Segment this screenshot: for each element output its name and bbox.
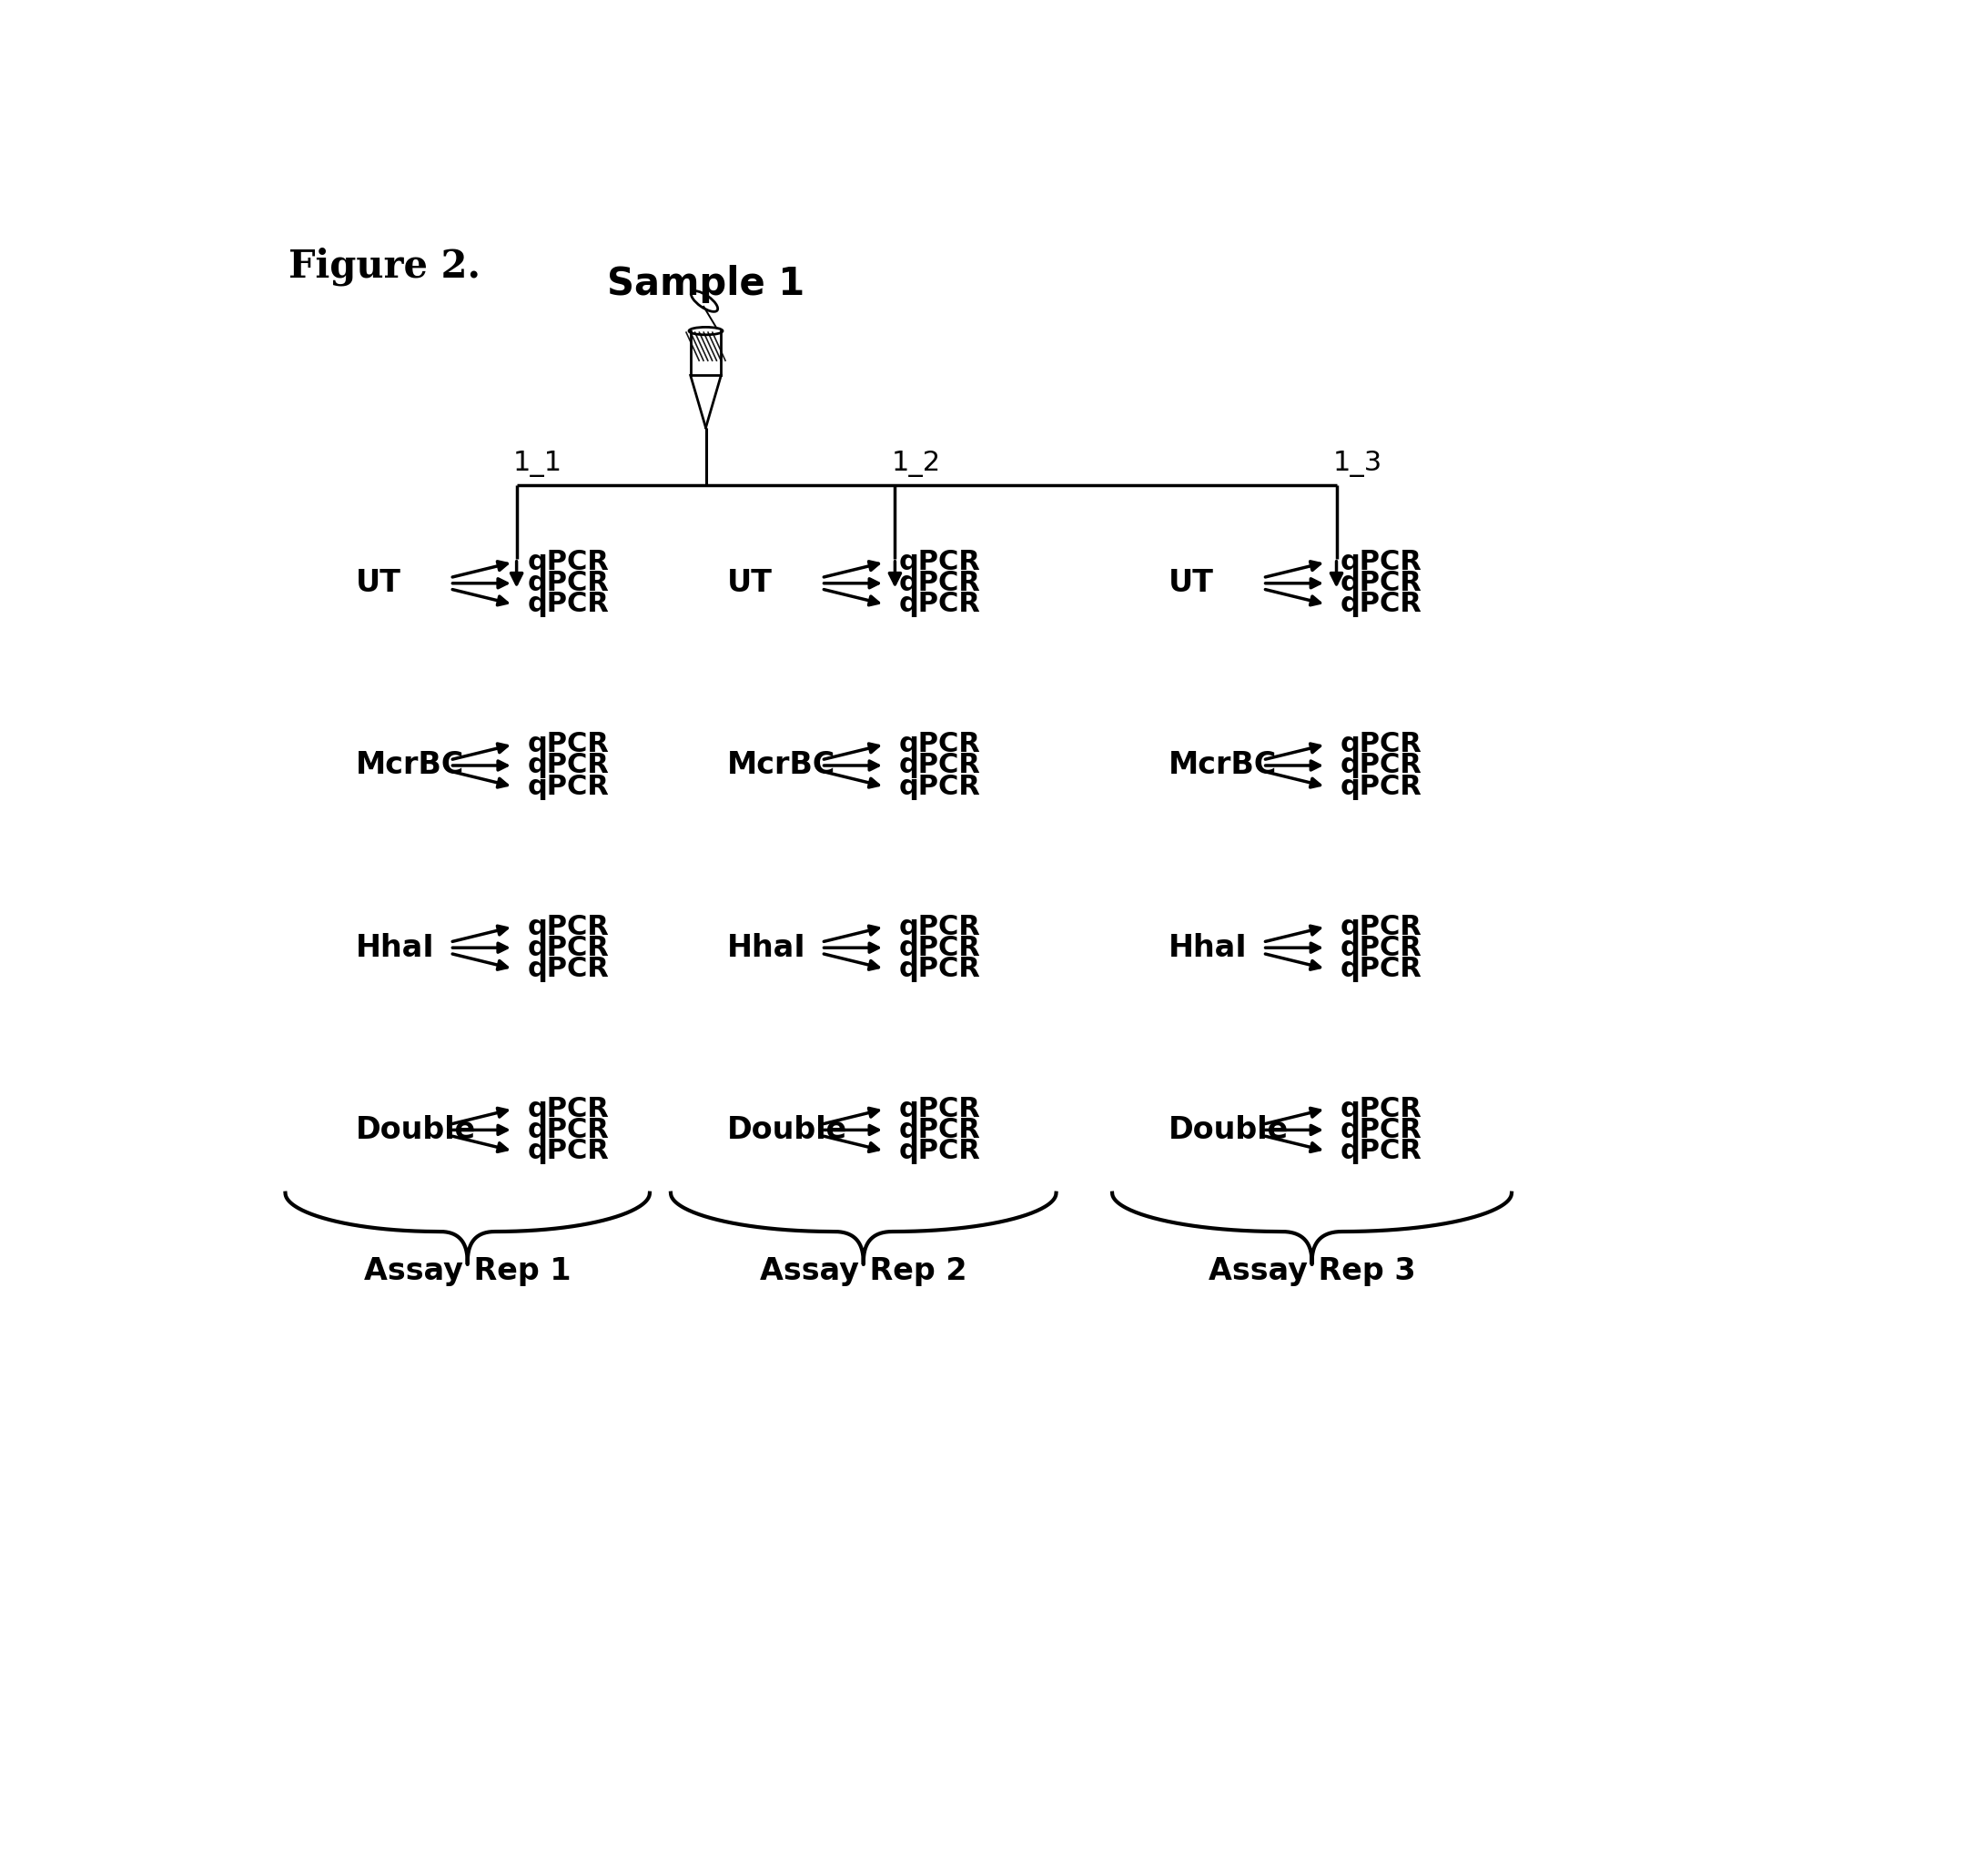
Text: qPCR: qPCR [1341,1096,1421,1122]
Text: qPCR: qPCR [899,773,980,799]
Text: qPCR: qPCR [528,752,609,779]
Text: qPCR: qPCR [1341,1137,1421,1165]
Text: qPCR: qPCR [528,591,609,617]
Text: Assay Rep 1: Assay Rep 1 [363,1257,571,1287]
Text: qPCR: qPCR [528,914,609,940]
Text: qPCR: qPCR [1341,934,1421,961]
Text: UT: UT [355,568,400,598]
Text: qPCR: qPCR [1341,591,1421,617]
Text: qPCR: qPCR [1341,773,1421,799]
Text: qPCR: qPCR [528,934,609,961]
Text: qPCR: qPCR [899,550,980,576]
Text: qPCR: qPCR [899,955,980,981]
Text: McrBC: McrBC [726,750,836,780]
Text: HhaI: HhaI [355,932,434,962]
Text: HhaI: HhaI [726,932,805,962]
Text: qPCR: qPCR [528,1116,609,1142]
Text: McrBC: McrBC [1168,750,1276,780]
Text: qPCR: qPCR [899,752,980,779]
Text: 1_3: 1_3 [1333,450,1382,477]
Text: qPCR: qPCR [528,1137,609,1165]
Text: 1_2: 1_2 [891,450,940,477]
Text: qPCR: qPCR [899,1096,980,1122]
Text: UT: UT [726,568,771,598]
Text: qPCR: qPCR [1341,752,1421,779]
Text: Double: Double [726,1114,848,1144]
Text: qPCR: qPCR [899,1137,980,1165]
Text: qPCR: qPCR [899,570,980,597]
Text: HhaI: HhaI [1168,932,1247,962]
Text: qPCR: qPCR [1341,732,1421,758]
Text: qPCR: qPCR [1341,550,1421,576]
Text: qPCR: qPCR [528,550,609,576]
Text: Assay Rep 3: Assay Rep 3 [1209,1257,1415,1287]
Text: qPCR: qPCR [899,1116,980,1142]
Text: 1_1: 1_1 [512,450,561,477]
Text: qPCR: qPCR [1341,570,1421,597]
Text: qPCR: qPCR [528,570,609,597]
Text: Figure 2.: Figure 2. [289,248,481,285]
Text: qPCR: qPCR [528,773,609,799]
Text: Assay Rep 2: Assay Rep 2 [760,1257,968,1287]
Text: qPCR: qPCR [528,1096,609,1122]
Text: qPCR: qPCR [1341,1116,1421,1142]
Text: Double: Double [355,1114,475,1144]
Text: qPCR: qPCR [1341,955,1421,981]
Text: UT: UT [1168,568,1213,598]
Text: qPCR: qPCR [899,934,980,961]
Text: qPCR: qPCR [899,591,980,617]
Text: Double: Double [1168,1114,1288,1144]
Text: qPCR: qPCR [528,732,609,758]
Text: qPCR: qPCR [899,732,980,758]
Text: qPCR: qPCR [528,955,609,981]
Text: McrBC: McrBC [355,750,463,780]
Text: qPCR: qPCR [1341,914,1421,940]
Text: Sample 1: Sample 1 [607,265,805,302]
Text: qPCR: qPCR [899,914,980,940]
